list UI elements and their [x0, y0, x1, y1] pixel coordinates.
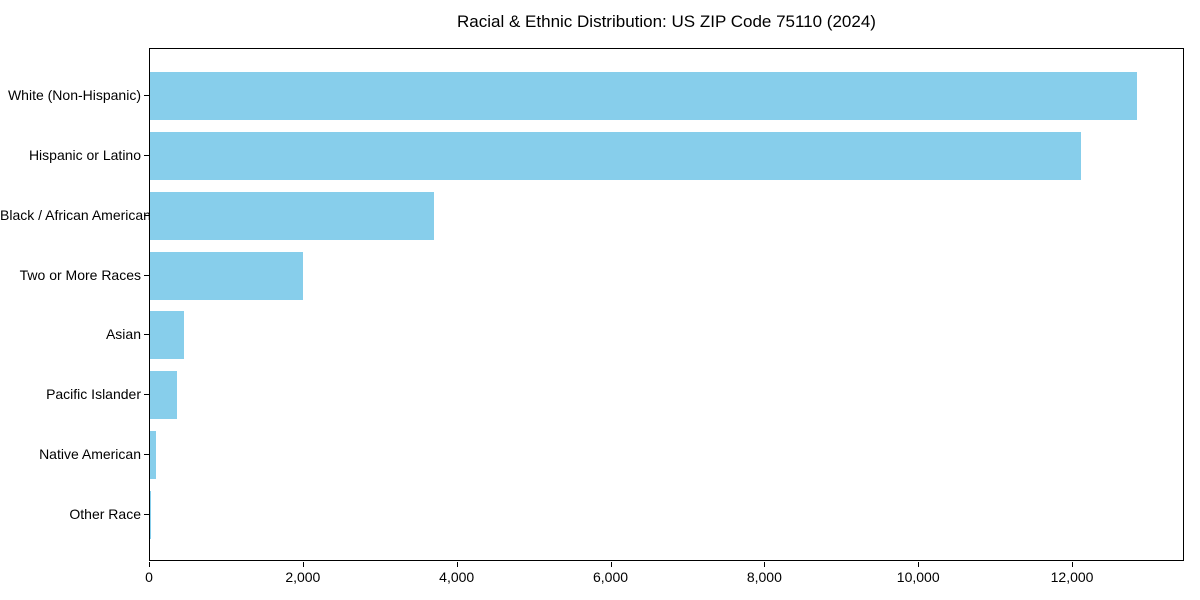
bars-container	[150, 49, 1183, 560]
y-tick-label: Two or More Races	[19, 266, 141, 283]
y-tick-label: Asian	[105, 326, 141, 343]
x-tick-label: 4,000	[439, 569, 475, 585]
y-tick-mark	[144, 334, 149, 336]
bar	[150, 371, 177, 420]
bar	[150, 311, 184, 360]
y-tick-label: Native American	[39, 445, 141, 462]
bar	[150, 251, 303, 300]
y-tick-mark	[144, 394, 149, 396]
x-tick-mark	[1072, 562, 1074, 567]
y-tick-label: Hispanic or Latino	[28, 147, 141, 164]
y-tick-mark	[144, 513, 149, 515]
x-tick-label: 8,000	[746, 569, 782, 585]
bar	[150, 490, 152, 539]
y-tick-mark	[144, 214, 149, 216]
x-tick-mark	[918, 562, 920, 567]
x-tick-label: 6,000	[593, 569, 629, 585]
bar	[150, 72, 1138, 121]
y-tick-mark	[144, 155, 149, 157]
plot-area	[149, 48, 1184, 561]
y-tick-label: Pacific Islander	[46, 386, 141, 403]
y-tick-mark	[144, 453, 149, 455]
y-tick-mark	[144, 95, 149, 97]
bar	[150, 132, 1081, 180]
x-tick-label: 12,000	[1050, 569, 1094, 585]
chart-title: Racial & Ethnic Distribution: US ZIP Cod…	[457, 12, 876, 31]
x-tick-mark	[610, 562, 612, 567]
y-tick-mark	[144, 274, 149, 276]
x-tick-mark	[149, 562, 150, 567]
x-tick-mark	[302, 562, 304, 567]
x-tick-label: 2,000	[285, 569, 321, 585]
y-tick-label: White (Non-Hispanic)	[7, 87, 141, 104]
bar	[150, 191, 434, 240]
y-tick-label: Black / African American	[0, 206, 151, 223]
x-tick-label: 10,000	[896, 569, 940, 585]
y-tick-label: Other Race	[69, 505, 141, 522]
x-tick-mark	[764, 562, 766, 567]
x-tick-mark	[456, 562, 458, 567]
x-tick-label: 0	[145, 569, 153, 585]
bar	[150, 431, 157, 479]
